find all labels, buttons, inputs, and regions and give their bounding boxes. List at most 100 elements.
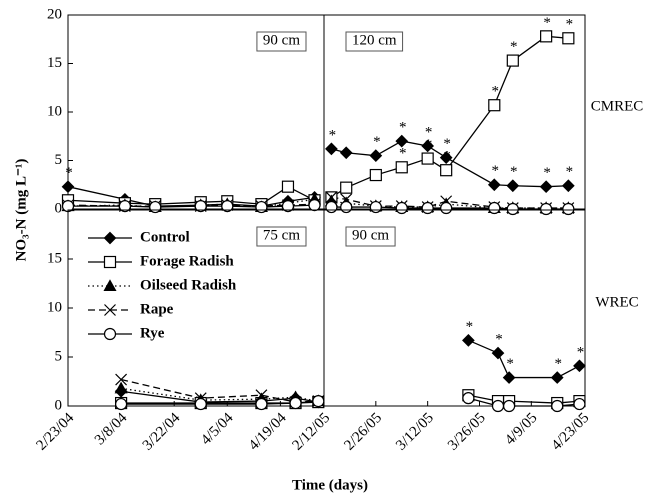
x-tick-label: 2/26/05: [341, 410, 385, 454]
legend-marker: [103, 279, 117, 291]
series-line: [331, 206, 569, 210]
legend-label: Oilseed Radish: [140, 277, 237, 293]
data-point: [506, 202, 519, 216]
data-point: [114, 397, 128, 411]
data-point: [440, 201, 453, 215]
data-point: [369, 200, 382, 214]
x-tick-label: 3/22/04: [140, 410, 184, 454]
significance-mark: *: [399, 120, 407, 136]
y-tick-label: 5: [55, 348, 63, 364]
data-point: [440, 164, 453, 177]
data-point: [281, 199, 295, 213]
data-point: [221, 199, 234, 213]
x-tick-label: 4/23/05: [549, 410, 593, 454]
legend-label: Forage Radish: [140, 253, 234, 269]
data-point: [325, 142, 338, 156]
data-point: [115, 373, 128, 386]
significance-mark: *: [495, 332, 503, 348]
data-point: [506, 54, 519, 67]
data-point: [439, 151, 453, 164]
panel-label-box: [345, 31, 404, 52]
data-point: [540, 30, 553, 43]
y-tick-label: 5: [55, 152, 63, 168]
panel-label-box: [345, 226, 396, 247]
data-point: [562, 202, 575, 216]
data-point: [488, 99, 501, 112]
data-point: [395, 201, 408, 215]
data-point: [340, 181, 353, 194]
data-point: [118, 199, 131, 213]
data-point: [573, 359, 586, 373]
legend-marker: [103, 255, 117, 269]
significance-mark: *: [510, 164, 518, 180]
data-point: [491, 346, 505, 360]
x-tick-label: 4/9/05: [502, 410, 540, 448]
data-point: [194, 199, 207, 213]
panel-label: 90 cm: [352, 227, 389, 243]
significance-mark: *: [566, 164, 574, 180]
data-point: [114, 381, 128, 394]
data-point: [421, 152, 434, 165]
significance-mark: *: [566, 17, 574, 33]
data-point: [255, 389, 268, 402]
panel-frame: [323, 209, 586, 407]
significance-mark: *: [543, 15, 551, 31]
legend-marker: [103, 327, 117, 341]
legend-label: Rape: [140, 301, 174, 317]
data-point: [551, 399, 564, 413]
x-tick-label: 4/19/04: [246, 410, 290, 454]
data-point: [312, 395, 325, 408]
data-point: [325, 200, 338, 214]
significance-mark: *: [543, 165, 551, 181]
y-tick-label: 15: [47, 55, 62, 71]
panel-frame: [323, 14, 586, 210]
data-point: [421, 139, 435, 153]
series-line: [468, 339, 580, 379]
data-point: [369, 149, 383, 162]
x-tick-label: 3/12/05: [393, 410, 437, 454]
data-point: [488, 201, 501, 215]
data-point: [339, 146, 353, 160]
significance-mark: *: [443, 149, 451, 165]
significance-mark: *: [510, 39, 518, 55]
y-tick-label: 20: [47, 6, 62, 22]
y-tick-label: 10: [47, 299, 62, 315]
series-line: [331, 140, 569, 188]
legend-marker: [103, 231, 117, 245]
significance-mark: *: [329, 127, 337, 143]
significance-mark: *: [554, 356, 562, 372]
x-tick-label: 3/8/04: [92, 410, 131, 449]
site-label: CMREC: [591, 98, 644, 114]
significance-mark: *: [425, 137, 433, 153]
y-tick-label: 0: [55, 200, 63, 216]
data-point: [395, 161, 408, 174]
significance-mark: *: [399, 146, 407, 162]
data-point: [308, 199, 321, 212]
x-tick-label: 4/5/04: [198, 410, 237, 449]
significance-mark: *: [65, 165, 73, 181]
data-point: [289, 396, 302, 410]
y-tick-label: 0: [55, 397, 63, 413]
data-point: [194, 397, 207, 411]
data-point: [255, 200, 268, 214]
data-point: [487, 178, 501, 192]
significance-mark: *: [492, 84, 500, 100]
data-point: [325, 191, 338, 204]
data-point: [281, 180, 295, 193]
series-line: [331, 35, 569, 198]
data-point: [539, 180, 553, 194]
data-point: [573, 397, 586, 411]
data-point: [562, 32, 575, 45]
data-point: [550, 371, 564, 384]
data-point: [149, 200, 162, 214]
significance-mark: *: [466, 319, 474, 335]
significance-mark: *: [577, 344, 585, 360]
y-tick-label: 10: [47, 103, 62, 119]
panel-label: 90 cm: [263, 32, 300, 48]
significance-mark: *: [443, 136, 451, 152]
significance-mark: *: [425, 124, 433, 140]
data-point: [462, 333, 475, 347]
legend-marker: [104, 304, 116, 316]
x-tick-label: 2/23/04: [34, 410, 78, 454]
